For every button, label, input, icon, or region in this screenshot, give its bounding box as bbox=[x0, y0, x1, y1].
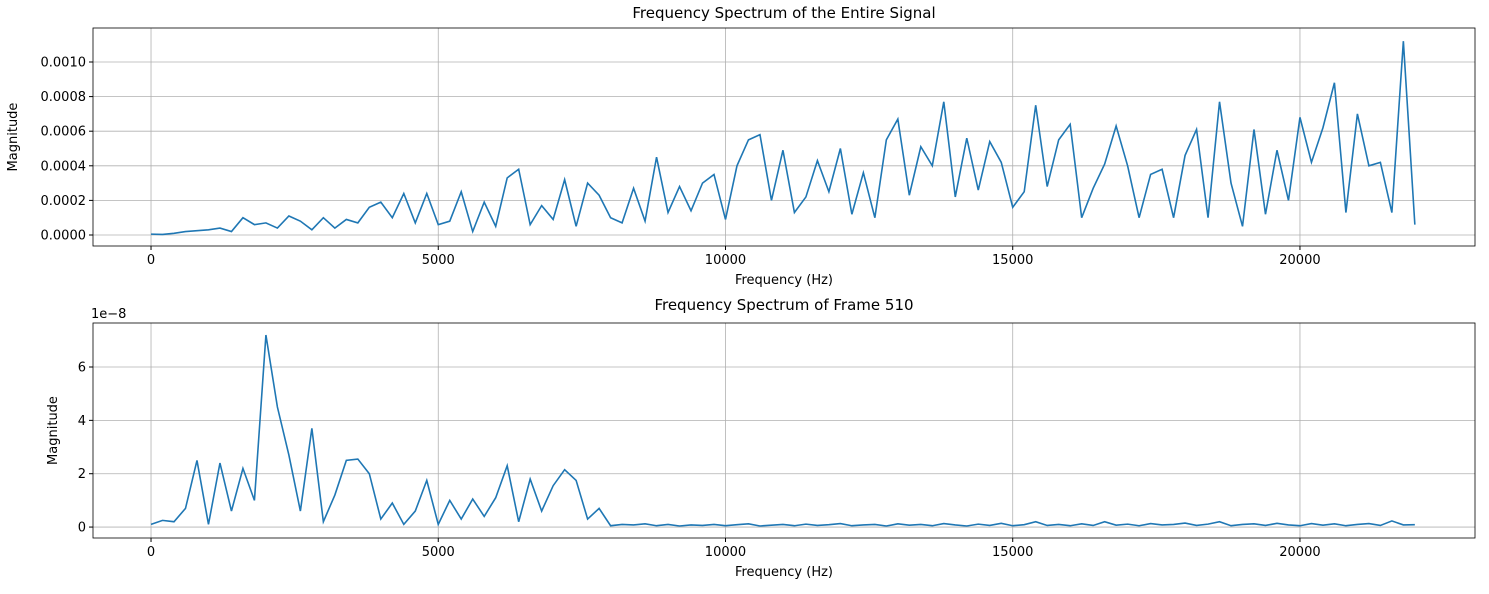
y-tick-label: 0.0010 bbox=[41, 55, 87, 70]
x-tick-label: 5000 bbox=[422, 253, 455, 268]
y-tick-label: 0.0008 bbox=[41, 90, 87, 105]
chart-title: Frequency Spectrum of the Entire Signal bbox=[632, 4, 935, 22]
x-tick-label: 20000 bbox=[1279, 253, 1320, 268]
y-tick-label: 4 bbox=[78, 414, 86, 429]
x-tick-label: 0 bbox=[147, 253, 155, 268]
series-line bbox=[150, 41, 1416, 236]
x-tick-label: 20000 bbox=[1279, 545, 1320, 560]
y-tick-label: 0.0000 bbox=[41, 228, 87, 243]
series-line bbox=[150, 334, 1415, 527]
x-tick-label: 10000 bbox=[705, 545, 746, 560]
y-tick-label: 0.0004 bbox=[41, 159, 87, 174]
x-tick-label: 15000 bbox=[992, 545, 1033, 560]
y-axis-label: Magnitude bbox=[6, 103, 21, 172]
y-offset-label: 1e−8 bbox=[91, 307, 126, 322]
x-tick-label: 5000 bbox=[422, 545, 455, 560]
y-tick-label: 0.0002 bbox=[41, 194, 87, 209]
y-tick-label: 0.0006 bbox=[41, 125, 87, 140]
chart-title: Frequency Spectrum of Frame 510 bbox=[654, 296, 913, 314]
x-tick-label: 10000 bbox=[705, 253, 746, 268]
x-axis-label: Frequency (Hz) bbox=[735, 565, 833, 580]
y-tick-label: 6 bbox=[78, 361, 86, 376]
x-tick-label: 15000 bbox=[992, 253, 1033, 268]
y-tick-label: 2 bbox=[78, 467, 86, 482]
axes-frame bbox=[92, 322, 1476, 539]
x-tick-label: 0 bbox=[147, 545, 155, 560]
y-axis-label: Magnitude bbox=[46, 396, 61, 465]
x-axis-label: Frequency (Hz) bbox=[735, 273, 833, 288]
y-tick-label: 0 bbox=[78, 521, 86, 536]
axes-frame bbox=[92, 27, 1476, 247]
